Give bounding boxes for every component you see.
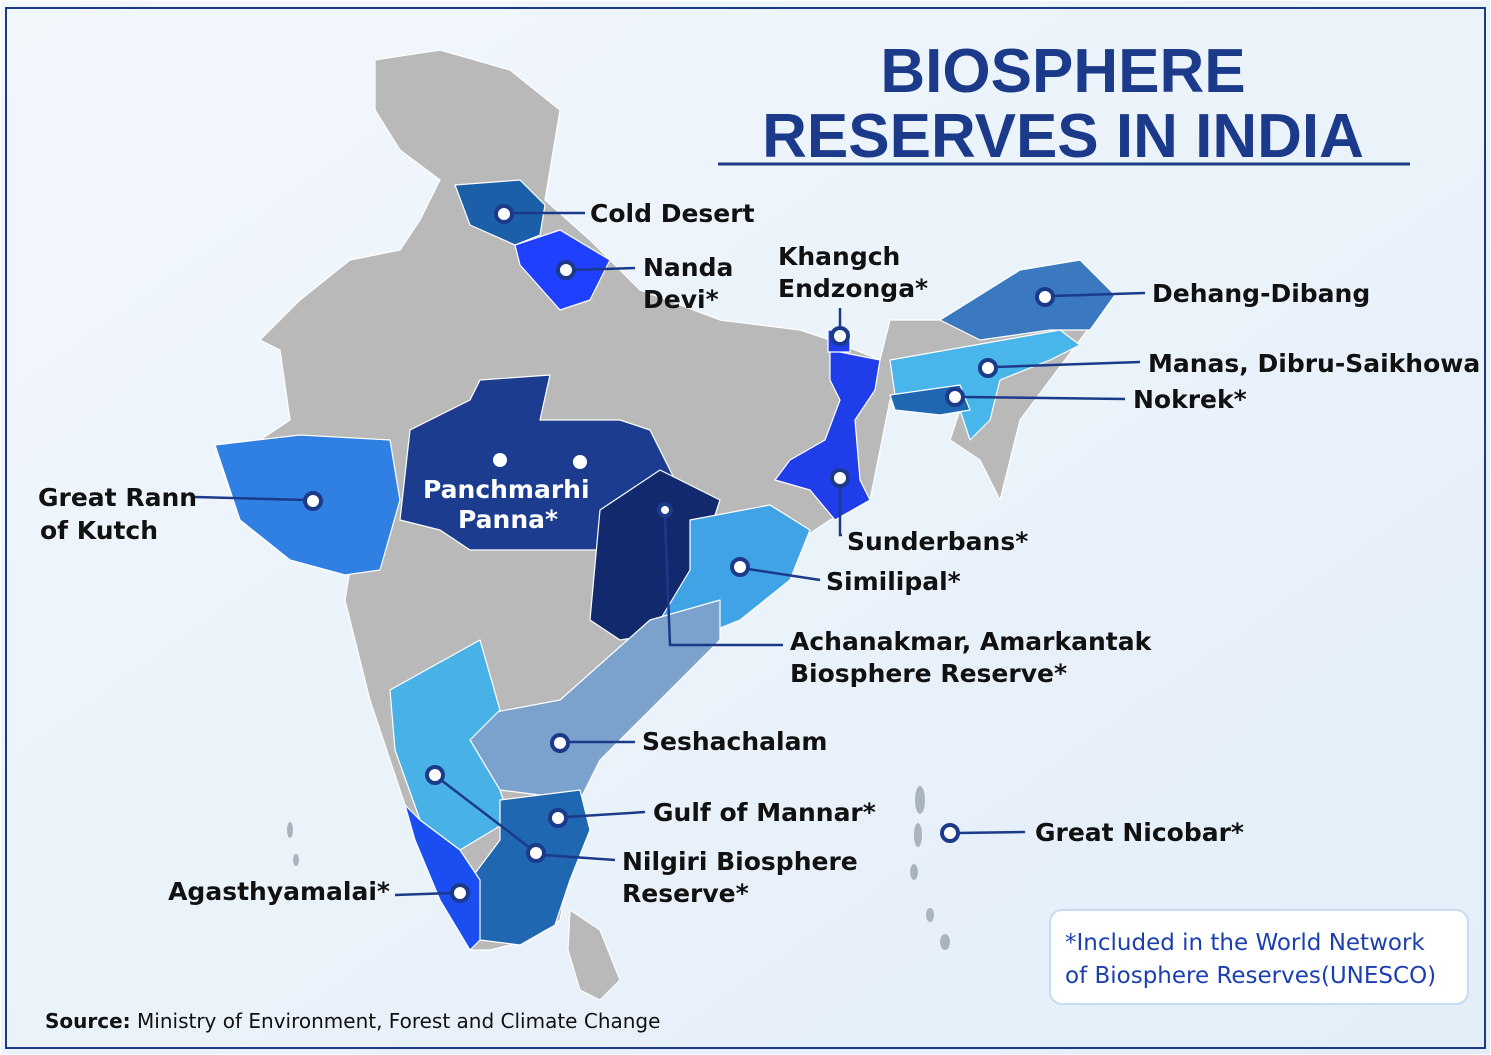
map-ellipse <box>293 854 299 866</box>
reserve-label: of Kutch <box>40 516 158 545</box>
map-circle <box>830 326 850 346</box>
map-line <box>543 853 616 862</box>
map-circle <box>1035 287 1055 307</box>
map-circle <box>830 468 850 488</box>
map-ellipse <box>926 908 934 922</box>
reserve-label: Great Nicobar* <box>1035 818 1244 847</box>
frame <box>5 7 1486 1049</box>
map-line <box>747 567 821 582</box>
reserve-label: Biosphere Reserve* <box>790 659 1067 688</box>
reserve-label: Nilgiri Biosphere <box>622 847 858 876</box>
map-circle <box>548 808 568 828</box>
map-line <box>573 266 636 272</box>
map-ellipse <box>940 934 950 950</box>
title-line: BIOSPHERE <box>880 37 1245 106</box>
note-line: of Biosphere Reserves(UNESCO) <box>1065 963 1436 989</box>
reserve-label: Gulf of Mannar* <box>653 798 876 827</box>
reserve-dots <box>303 204 1055 903</box>
source-text: Ministry of Environment, Forest and Clim… <box>137 1009 660 1033</box>
map-line <box>440 779 531 849</box>
reserve-label: Nanda <box>643 253 733 282</box>
map-ellipse <box>287 822 293 838</box>
reserve-label: Panchmarhi <box>423 475 590 504</box>
reserve-label: Sunderbans* <box>847 527 1028 556</box>
map-line <box>394 891 453 897</box>
reserve-label: Dehang-Dibang <box>1152 279 1370 308</box>
map-ellipse <box>915 786 925 814</box>
map-polygon <box>404 804 481 951</box>
map-circle <box>494 204 514 224</box>
map-circle <box>303 491 323 511</box>
reserve-label: Reserve* <box>622 879 749 908</box>
reserve-label: Great Rann <box>38 483 197 512</box>
reserve-label: Seshachalam <box>642 727 828 756</box>
map-line <box>194 495 306 502</box>
map-line <box>1052 291 1146 298</box>
map-circle <box>730 557 750 577</box>
map-ellipse <box>914 823 922 847</box>
map-line <box>957 830 1026 835</box>
map-circle <box>550 733 570 753</box>
map-polygon <box>774 349 881 521</box>
map-polyline <box>663 517 783 647</box>
reserve-label: Devi* <box>643 285 719 314</box>
source-label: Source: <box>45 1009 131 1033</box>
leader-lines <box>194 211 1146 897</box>
map-line <box>565 810 646 819</box>
map-circle <box>978 358 998 378</box>
map-circle <box>945 387 965 407</box>
map-circle <box>425 765 445 785</box>
map-circle <box>573 455 587 469</box>
map-polygon <box>939 259 1116 341</box>
note-line: *Included in the World Network <box>1065 930 1425 956</box>
map-circle <box>450 883 470 903</box>
map-polyline <box>838 486 842 537</box>
map-line <box>995 360 1141 369</box>
map-circle <box>526 843 546 863</box>
reserve-label: Khangch <box>778 242 900 271</box>
reserve-label: Panna* <box>458 505 558 534</box>
map-ellipse <box>910 864 918 880</box>
map-circle <box>657 502 673 518</box>
map-polygon <box>469 789 591 946</box>
map-line <box>962 395 1126 401</box>
reserve-label: Similipal* <box>826 567 961 596</box>
note-box <box>1049 909 1469 1005</box>
source: Source: Ministry of Environment, Forest … <box>45 1009 660 1033</box>
reserve-label: Achanakmar, Amarkantak <box>790 627 1153 656</box>
map-circle <box>493 453 507 467</box>
title-line: RESERVES IN INDIA <box>762 102 1364 171</box>
reserve-label: Endzonga* <box>778 274 928 303</box>
map-circle <box>556 260 576 280</box>
reserve-label: Cold Desert <box>590 199 755 228</box>
reserve-label: Manas, Dibru-Saikhowa <box>1148 349 1480 378</box>
islands <box>287 786 950 950</box>
map-circle <box>940 823 960 843</box>
map-polygon <box>567 909 621 1001</box>
reserve-label: Nokrek* <box>1133 385 1247 414</box>
reserve-label: Agasthyamalai* <box>168 877 390 906</box>
